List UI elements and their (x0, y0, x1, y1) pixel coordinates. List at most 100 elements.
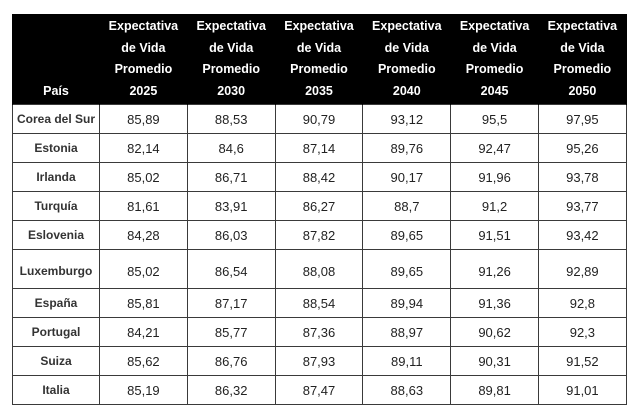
value-cell: 87,47 (274, 375, 364, 405)
header-line: Expectativa (372, 19, 442, 33)
country-cell: Irlanda (12, 162, 100, 192)
value-cell: 89,65 (362, 249, 452, 289)
header-country: País (12, 14, 100, 105)
country-cell: Corea del Sur (12, 104, 100, 134)
value-cell: 90,31 (450, 346, 539, 376)
header-line: 2035 (305, 83, 333, 98)
value-cell: 86,71 (186, 162, 276, 192)
value-cell: 87,14 (274, 133, 364, 163)
header-line: de Vida (296, 40, 342, 55)
value-cell: 85,89 (99, 104, 188, 134)
value-cell: 86,03 (186, 220, 276, 250)
value-cell: 91,01 (537, 375, 627, 405)
country-cell: Eslovenia (12, 220, 100, 250)
header-year-2030: Expectativa de Vida Promedio 2030 (186, 14, 276, 105)
value-cell: 85,77 (186, 317, 276, 347)
country-cell: Suiza (12, 346, 100, 376)
table-row: Suiza 85,62 86,76 87,93 89,11 90,31 91,5… (12, 346, 627, 376)
table-header: País Expectativa de Vida Promedio 2025 E… (12, 14, 627, 105)
value-cell: 90,79 (274, 104, 364, 134)
value-cell: 89,76 (362, 133, 452, 163)
value-cell: 91,26 (450, 249, 539, 289)
value-cell: 93,77 (537, 191, 627, 221)
header-line: 2040 (392, 83, 421, 98)
header-line: País (43, 83, 69, 98)
header-line: Promedio (202, 62, 261, 76)
table-row: Irlanda 85,02 86,71 88,42 90,17 91,96 93… (12, 162, 627, 192)
value-cell: 89,81 (450, 375, 539, 405)
header-row: País Expectativa de Vida Promedio 2025 E… (12, 14, 627, 105)
value-cell: 87,36 (274, 317, 364, 347)
value-cell: 92,3 (537, 317, 627, 347)
header-line: Promedio (465, 62, 524, 76)
value-cell: 88,42 (274, 162, 364, 192)
value-cell: 92,8 (537, 288, 627, 318)
value-cell: 81,61 (99, 191, 188, 221)
table-row: Italia 85,19 86,32 87,47 88,63 89,81 91,… (12, 375, 627, 405)
value-cell: 93,78 (537, 162, 627, 192)
life-expectancy-table: País Expectativa de Vida Promedio 2025 E… (12, 14, 627, 405)
value-cell: 86,32 (186, 375, 276, 405)
value-cell: 85,19 (99, 375, 188, 405)
header-line: 2030 (217, 83, 246, 98)
table-row: Eslovenia 84,28 86,03 87,82 89,65 91,51 … (12, 220, 627, 250)
header-line: de Vida (121, 40, 166, 55)
value-cell: 93,12 (362, 104, 452, 134)
header-line: Expectativa (108, 19, 179, 33)
value-cell: 89,11 (362, 346, 452, 376)
country-cell: Estonia (12, 133, 100, 163)
header-year-2045: Expectativa de Vida Promedio 2045 (450, 14, 539, 105)
country-cell: Italia (12, 375, 100, 405)
value-cell: 91,36 (450, 288, 539, 318)
header-line: Expectativa (284, 19, 354, 33)
header-line: Promedio (290, 62, 348, 76)
header-line: de Vida (560, 40, 605, 55)
country-cell: España (12, 288, 100, 318)
table-row: Luxemburgo 85,02 86,54 88,08 89,65 91,26… (12, 249, 627, 289)
header-year-2040: Expectativa de Vida Promedio 2040 (362, 14, 452, 105)
value-cell: 89,94 (362, 288, 452, 318)
value-cell: 88,97 (362, 317, 452, 347)
value-cell: 85,02 (99, 162, 188, 192)
country-cell: Portugal (12, 317, 100, 347)
value-cell: 84,28 (99, 220, 188, 250)
value-cell: 95,5 (450, 104, 539, 134)
header-year-2025: Expectativa de Vida Promedio 2025 (99, 14, 188, 105)
value-cell: 88,08 (274, 249, 364, 289)
country-cell: Turquía (12, 191, 100, 221)
value-cell: 91,2 (450, 191, 539, 221)
value-cell: 90,62 (450, 317, 539, 347)
table-row: Turquía 81,61 83,91 86,27 88,7 91,2 93,7… (12, 191, 627, 221)
header-line: Promedio (114, 62, 173, 76)
value-cell: 88,53 (186, 104, 276, 134)
value-cell: 91,96 (450, 162, 539, 192)
country-cell: Luxemburgo (12, 249, 100, 289)
table-row: Corea del Sur 85,89 88,53 90,79 93,12 95… (12, 104, 627, 134)
value-cell: 87,93 (274, 346, 364, 376)
value-cell: 91,51 (450, 220, 539, 250)
header-line: 2050 (568, 83, 597, 98)
value-cell: 86,27 (274, 191, 364, 221)
value-cell: 92,89 (537, 249, 627, 289)
value-cell: 85,02 (99, 249, 188, 289)
table-row: España 85,81 87,17 88,54 89,94 91,36 92,… (12, 288, 627, 318)
header-line: de Vida (209, 40, 254, 55)
header-line: Promedio (377, 62, 436, 76)
value-cell: 86,76 (186, 346, 276, 376)
table-body: Corea del Sur 85,89 88,53 90,79 93,12 95… (12, 104, 627, 405)
value-cell: 89,65 (362, 220, 452, 250)
value-cell: 90,17 (362, 162, 452, 192)
header-line: de Vida (472, 40, 517, 55)
header-line: Promedio (553, 62, 612, 76)
value-cell: 97,95 (537, 104, 627, 134)
table-row: Estonia 82,14 84,6 87,14 89,76 92,47 95,… (12, 133, 627, 163)
header-year-2050: Expectativa de Vida Promedio 2050 (537, 14, 627, 105)
value-cell: 88,54 (274, 288, 364, 318)
header-line: 2045 (480, 83, 509, 98)
value-cell: 84,21 (99, 317, 188, 347)
value-cell: 87,17 (186, 288, 276, 318)
value-cell: 82,14 (99, 133, 188, 163)
value-cell: 95,26 (537, 133, 627, 163)
value-cell: 88,63 (362, 375, 452, 405)
value-cell: 85,81 (99, 288, 188, 318)
